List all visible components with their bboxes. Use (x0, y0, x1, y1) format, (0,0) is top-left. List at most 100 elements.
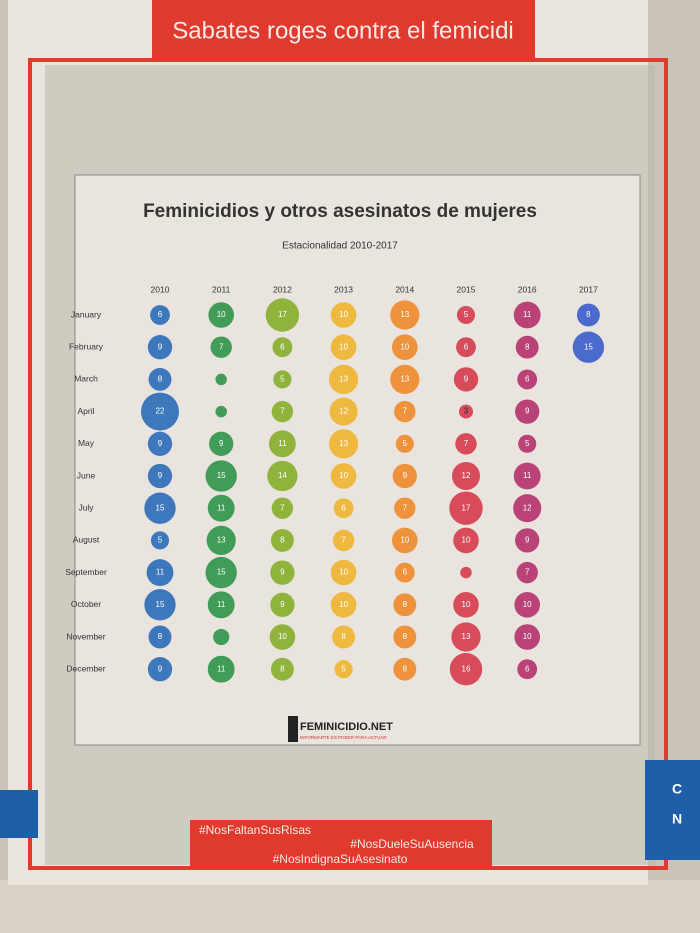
hashtag-box (190, 820, 492, 870)
value-label: 13 (217, 536, 226, 545)
value-label: 6 (525, 375, 530, 384)
value-label: 9 (280, 600, 285, 609)
chart-panel (74, 174, 641, 746)
row-label: October (71, 599, 101, 609)
row-label: February (69, 341, 104, 351)
value-label: 17 (278, 310, 287, 319)
bubble (330, 591, 357, 618)
value-label: 9 (403, 471, 408, 480)
value-label: 10 (278, 632, 287, 641)
column-label: 2010 (151, 284, 170, 294)
bubble (146, 559, 174, 587)
bubble (514, 624, 541, 650)
value-label: 9 (158, 471, 163, 480)
bubble (513, 462, 541, 490)
row-label: November (66, 631, 105, 641)
bubble (394, 497, 416, 519)
value-label: 8 (525, 342, 530, 351)
banner-text: Sabates roges contra el femicidi (172, 17, 514, 44)
value-label: 13 (339, 439, 348, 448)
value-label: 10 (339, 342, 348, 351)
value-label: 7 (403, 407, 408, 416)
value-label: 13 (462, 632, 471, 641)
value-label: 9 (158, 439, 163, 448)
value-label: 9 (464, 375, 469, 384)
value-label: 11 (217, 503, 226, 512)
bubble (144, 492, 176, 524)
bubble (394, 562, 415, 583)
value-label: 7 (280, 503, 285, 512)
value-label: 5 (158, 536, 163, 545)
bubble (391, 527, 418, 554)
value-label: 8 (280, 664, 285, 673)
bubble (147, 657, 173, 682)
bubble (265, 298, 300, 332)
bubble (393, 593, 417, 617)
bubble (456, 305, 476, 325)
hashtag: #NosIndignaSuAsesinato (273, 852, 408, 866)
bubble (453, 527, 479, 554)
bubble (271, 400, 294, 423)
bubble (460, 566, 472, 579)
value-label: 6 (341, 503, 346, 512)
column-label: 2015 (457, 284, 476, 294)
bubble (273, 370, 292, 389)
side-text: N (672, 811, 682, 827)
value-label: 13 (400, 375, 409, 384)
bubble (328, 364, 359, 395)
bubble (147, 335, 173, 360)
bubble (334, 660, 353, 679)
value-label: 5 (464, 310, 469, 319)
row-label: January (71, 309, 102, 319)
bubble (268, 430, 296, 458)
value-label: 8 (403, 600, 408, 609)
row-label: August (73, 535, 100, 545)
bubble (215, 373, 227, 386)
value-label: 15 (156, 600, 165, 609)
value-label: 9 (158, 664, 163, 673)
column-label: 2017 (579, 284, 598, 294)
value-label: 22 (156, 407, 165, 416)
value-label: 17 (462, 503, 471, 512)
bubble (515, 528, 540, 553)
bubble (449, 491, 483, 525)
bubble (150, 305, 170, 325)
row-label: June (77, 470, 96, 480)
bubble (213, 628, 230, 646)
bubble (453, 591, 479, 618)
bubble (517, 369, 538, 390)
value-label: 7 (403, 503, 408, 512)
bubble (391, 334, 418, 361)
value-label: 7 (464, 439, 469, 448)
bubble (147, 463, 173, 489)
bubble (390, 300, 420, 330)
hashtag: #NosFaltanSusRisas (199, 823, 311, 837)
bubble (207, 591, 235, 619)
bubble (206, 525, 236, 556)
value-label: 6 (525, 664, 530, 673)
value-label: 12 (462, 471, 471, 480)
value-label: 15 (584, 342, 593, 351)
bubble (270, 592, 295, 617)
bubble (209, 431, 234, 456)
value-label: 10 (339, 471, 348, 480)
value-label: 16 (462, 664, 471, 673)
bubble (205, 460, 237, 492)
value-label: 8 (158, 632, 163, 641)
value-label: 11 (217, 600, 226, 609)
value-label: 10 (523, 600, 532, 609)
bubble (270, 528, 294, 552)
value-label: 5 (280, 375, 285, 384)
value-label: 10 (339, 600, 348, 609)
bubble (330, 463, 357, 489)
bubble (144, 589, 176, 621)
value-label: 10 (462, 600, 471, 609)
value-label: 7 (280, 407, 285, 416)
value-label: 9 (525, 407, 530, 416)
bubble (395, 434, 414, 453)
value-label: 7 (219, 342, 224, 351)
row-label: September (65, 567, 107, 577)
bubble (267, 460, 298, 492)
value-label: 10 (400, 536, 409, 545)
